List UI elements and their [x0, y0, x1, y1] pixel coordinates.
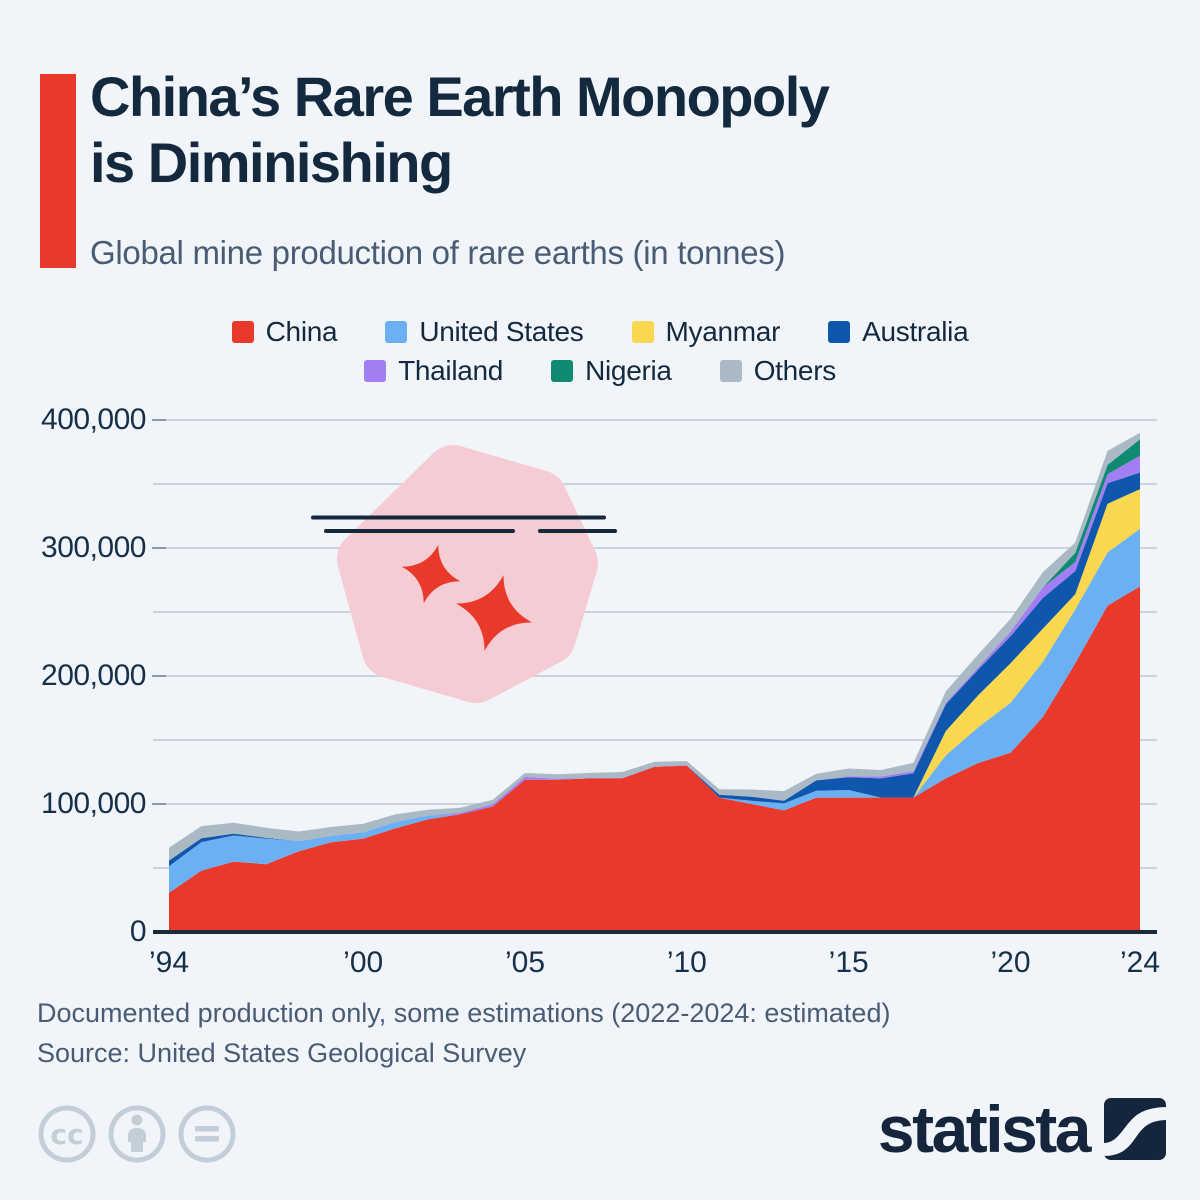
- legend-label: Nigeria: [585, 355, 672, 386]
- cc-by-icon: [108, 1105, 166, 1163]
- title-line-1: China’s Rare Earth Monopoly: [90, 65, 830, 128]
- y-axis-label: 100,000: [41, 787, 146, 820]
- legend-swatch: [364, 360, 387, 382]
- legend-row-2: Thailand Nigeria Others: [0, 355, 1200, 387]
- area-series: [169, 432, 1140, 932]
- y-axis-label: 200,000: [41, 659, 146, 692]
- page-title: China’s Rare Earth Monopoly is Diminishi…: [90, 64, 830, 195]
- x-axis-label: ’24: [1119, 946, 1161, 979]
- legend-item-others: Others: [719, 355, 837, 387]
- legend-label: United States: [419, 316, 584, 347]
- title-accent-bar: [40, 74, 76, 268]
- sparkle-icon-large: [456, 575, 532, 651]
- title-line-2: is Diminishing: [90, 130, 453, 194]
- legend-label: Thailand: [398, 355, 504, 386]
- legend-row-1: China United States Myanmar Australia: [0, 316, 1200, 348]
- legend-swatch: [631, 321, 654, 343]
- area-china: [169, 586, 1140, 932]
- legend-swatch: [231, 321, 254, 343]
- x-axis-label: ’94: [148, 946, 190, 979]
- legend-swatch: [719, 360, 742, 382]
- legend-swatch: [385, 321, 408, 343]
- cc-icon: cc: [38, 1105, 96, 1163]
- cc-nd-icon: [178, 1105, 236, 1163]
- watermark-blob: [337, 445, 598, 703]
- legend-swatch: [551, 360, 574, 382]
- x-axis-label: ’05: [505, 946, 546, 979]
- legend-label: Australia: [862, 316, 969, 347]
- x-axis-label: ’10: [666, 946, 707, 979]
- legend-item-australia: Australia: [828, 316, 969, 348]
- x-axis-label: ’15: [828, 946, 869, 979]
- x-axis-label: ’20: [990, 946, 1031, 979]
- watermark: [311, 445, 617, 703]
- legend-item-nigeria: Nigeria: [551, 355, 672, 387]
- y-axis-label: 0: [129, 915, 147, 948]
- legend-item-myanmar: Myanmar: [631, 316, 781, 348]
- sparkle-icon-small: [401, 544, 461, 604]
- legend-item-thailand: Thailand: [364, 355, 503, 387]
- cc-license-icons: cc: [38, 1105, 236, 1163]
- legend-item-united-states: United States: [385, 316, 584, 348]
- statista-logo-mark: [1104, 1098, 1166, 1160]
- x-axis-label: ’00: [343, 946, 384, 979]
- chart-subtitle: Global mine production of rare earths (i…: [90, 234, 786, 271]
- statista-logo: statista: [878, 1096, 1166, 1162]
- legend-swatch: [828, 321, 851, 343]
- statista-logo-text: statista: [877, 1092, 1092, 1166]
- chart-legend: China United States Myanmar Australia Thaila…: [0, 316, 1200, 387]
- legend-label: China: [265, 316, 338, 347]
- y-axis-label: 300,000: [41, 531, 146, 564]
- legend-label: Others: [753, 355, 837, 386]
- svg-text:cc: cc: [50, 1118, 83, 1151]
- legend-label: Myanmar: [665, 316, 781, 347]
- area-united-states: [169, 528, 1140, 893]
- source-note: Source: United States Geological Survey: [37, 1038, 527, 1068]
- chart-footnote: Documented production only, some estimat…: [37, 998, 891, 1028]
- y-axis-label: 400,000: [41, 403, 146, 436]
- legend-item-china: China: [231, 316, 338, 348]
